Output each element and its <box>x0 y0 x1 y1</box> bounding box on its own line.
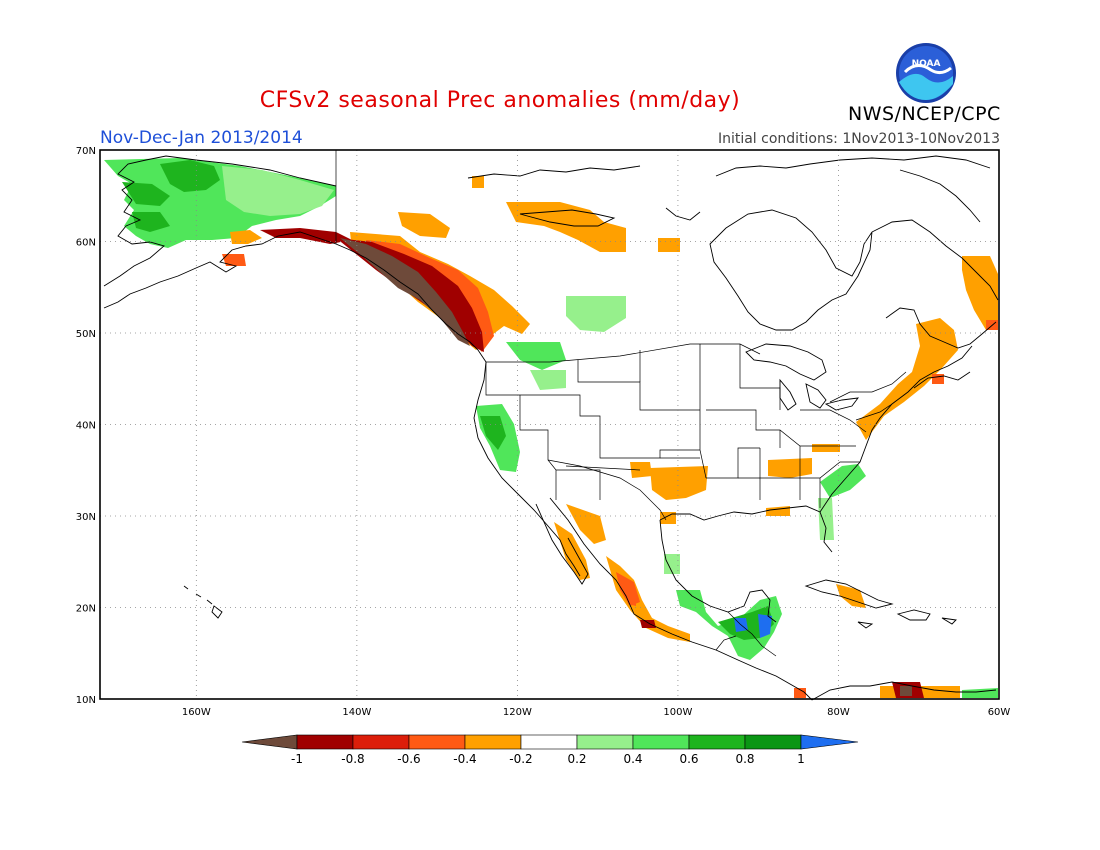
anomaly-patch <box>812 444 840 452</box>
chart-title: CFSv2 seasonal Prec anomalies (mm/day) <box>259 88 741 113</box>
anomaly-field <box>104 158 998 698</box>
anomaly-patch <box>640 620 656 628</box>
anomaly-patch <box>650 466 708 500</box>
anomaly-patch <box>222 166 334 216</box>
anomaly-patch <box>566 296 626 332</box>
anomaly-patch <box>856 318 958 440</box>
colorbar-segment <box>408 734 466 750</box>
colorbar-tick-label: -0.8 <box>341 752 364 766</box>
anomaly-patch <box>768 458 812 478</box>
anomaly-patch <box>566 504 606 544</box>
colorbar-segment <box>688 734 746 750</box>
anomaly-patch <box>480 416 506 450</box>
lat-label: 60N <box>76 238 96 249</box>
season-period-label: Nov-Dec-Jan 2013/2014 <box>100 128 303 148</box>
anomaly-patch <box>398 212 450 238</box>
anomaly-patch <box>340 238 470 346</box>
lat-label: 20N <box>76 604 96 615</box>
anomaly-patch <box>554 522 590 580</box>
anomaly-patch <box>962 688 998 698</box>
anomaly-patch <box>758 614 772 638</box>
logo-text: NOAA <box>912 59 941 69</box>
anomaly-patch <box>260 228 352 244</box>
anomaly-patch <box>630 462 652 478</box>
political-borders <box>335 150 907 657</box>
anomaly-patch <box>962 256 998 330</box>
colorbar-tick-label: -0.6 <box>397 752 420 766</box>
colorbar-tick-label: 0.8 <box>735 752 754 766</box>
lat-label: 50N <box>76 329 96 340</box>
colorbar-segment <box>352 734 410 750</box>
colorbar-tick-label: 0.6 <box>679 752 698 766</box>
anomaly-patch <box>658 238 680 252</box>
colorbar-segment <box>632 734 690 750</box>
lat-label: 40N <box>76 421 96 432</box>
lon-label: 100W <box>663 707 692 718</box>
anomaly-patch <box>230 230 262 244</box>
anomaly-patch <box>472 176 484 188</box>
anomaly-patch <box>660 512 676 524</box>
coastlines <box>103 155 999 701</box>
anomaly-patch <box>606 556 690 642</box>
colorbar-tick-label: 0.4 <box>623 752 642 766</box>
latitude-labels: 70N 60N 50N 40N 30N 20N 10N <box>76 146 96 706</box>
anomaly-patch <box>818 498 834 540</box>
colorbar-tick-label: 1 <box>797 752 805 766</box>
colorbar-segment <box>576 734 634 750</box>
colorbar-tick-label: -0.2 <box>509 752 532 766</box>
agency-label: NWS/NCEP/CPC <box>848 103 1001 125</box>
anomaly-patch <box>336 238 484 352</box>
colorbar-segment <box>744 734 802 750</box>
lon-label: 160W <box>182 707 211 718</box>
noaa-logo: NOAA <box>896 43 956 103</box>
colorbar-low-arrow <box>241 734 298 750</box>
colorbar-segment <box>296 734 354 750</box>
lon-label: 120W <box>503 707 532 718</box>
colorbar-tick-label: 0.2 <box>567 752 586 766</box>
colorbar-tick-label: -0.4 <box>453 752 476 766</box>
anomaly-patch <box>222 254 246 266</box>
lon-label: 80W <box>827 707 850 718</box>
anomaly-patch <box>794 688 806 698</box>
anomaly-patch <box>766 506 790 516</box>
anomaly-patch <box>932 374 944 384</box>
colorbar-high-arrow <box>800 734 859 750</box>
anomaly-patch <box>506 342 566 370</box>
lat-label: 30N <box>76 512 96 523</box>
lon-label: 140W <box>342 707 371 718</box>
colorbar-tick-label: -1 <box>291 752 303 766</box>
anomaly-patch <box>664 554 680 574</box>
lon-label: 60W <box>988 707 1011 718</box>
colorbar-segment <box>520 734 578 750</box>
longitude-labels: 160W 140W 120W 100W 80W 60W <box>182 707 1011 718</box>
anomaly-patch <box>160 160 220 192</box>
anomaly-patch <box>530 370 566 390</box>
map-frame <box>99 149 1000 700</box>
anomaly-patch <box>900 686 912 696</box>
lat-label: 10N <box>76 695 96 706</box>
anomaly-patch <box>122 182 170 206</box>
anomaly-patch <box>132 212 170 232</box>
colorbar-segment <box>464 734 522 750</box>
colorbar: -1 -0.8 -0.6 -0.4 -0.2 0.2 0.4 0.6 0.8 1 <box>241 734 859 766</box>
anomaly-patch <box>506 202 626 252</box>
lat-label: 70N <box>76 146 96 157</box>
initial-conditions-label: Initial conditions: 1Nov2013-10Nov2013 <box>717 131 1000 147</box>
